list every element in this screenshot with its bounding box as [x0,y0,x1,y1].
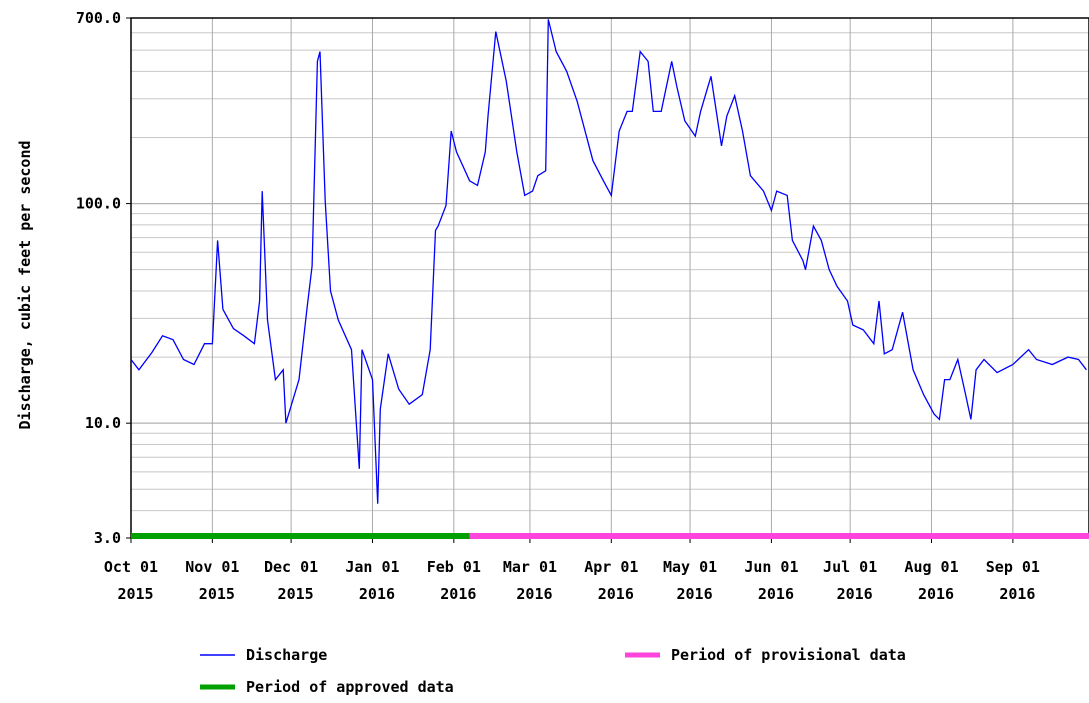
x-tick-label: Mar 01 2016 [503,558,557,603]
x-tick-label: Nov 01 2015 [185,558,239,603]
plot-frame [130,17,1089,539]
x-tick-label: Oct 01 2015 [104,558,158,603]
x-tick-label: May 01 2016 [663,558,717,603]
legend-label: Period of approved data [246,678,454,696]
x-tick-label: Feb 01 2016 [427,558,481,603]
period-bar [469,533,1089,539]
y-tick-label: 10.0 [85,414,121,432]
period-bar [131,533,470,539]
x-tick-label: Aug 01 2016 [904,558,958,603]
x-tick-label: Dec 01 2015 [264,558,318,603]
x-tick-label: Jun 01 2016 [744,558,798,603]
x-tick-label: Jul 01 2016 [823,558,877,603]
data-line [130,19,1087,504]
y-tick-label: 100.0 [76,195,121,213]
x-tick-label: Apr 01 2016 [584,558,638,603]
x-tick-label: Jan 01 2016 [345,558,399,603]
legend-label: Discharge [246,646,327,664]
y-tick-label: 700.0 [76,9,121,27]
legend-label: Period of provisional data [671,646,906,664]
y-tick-label: 3.0 [94,529,121,547]
y-axis-label: Discharge, cubic feet per second [16,141,34,430]
x-tick-label: Sep 01 2016 [986,558,1040,603]
